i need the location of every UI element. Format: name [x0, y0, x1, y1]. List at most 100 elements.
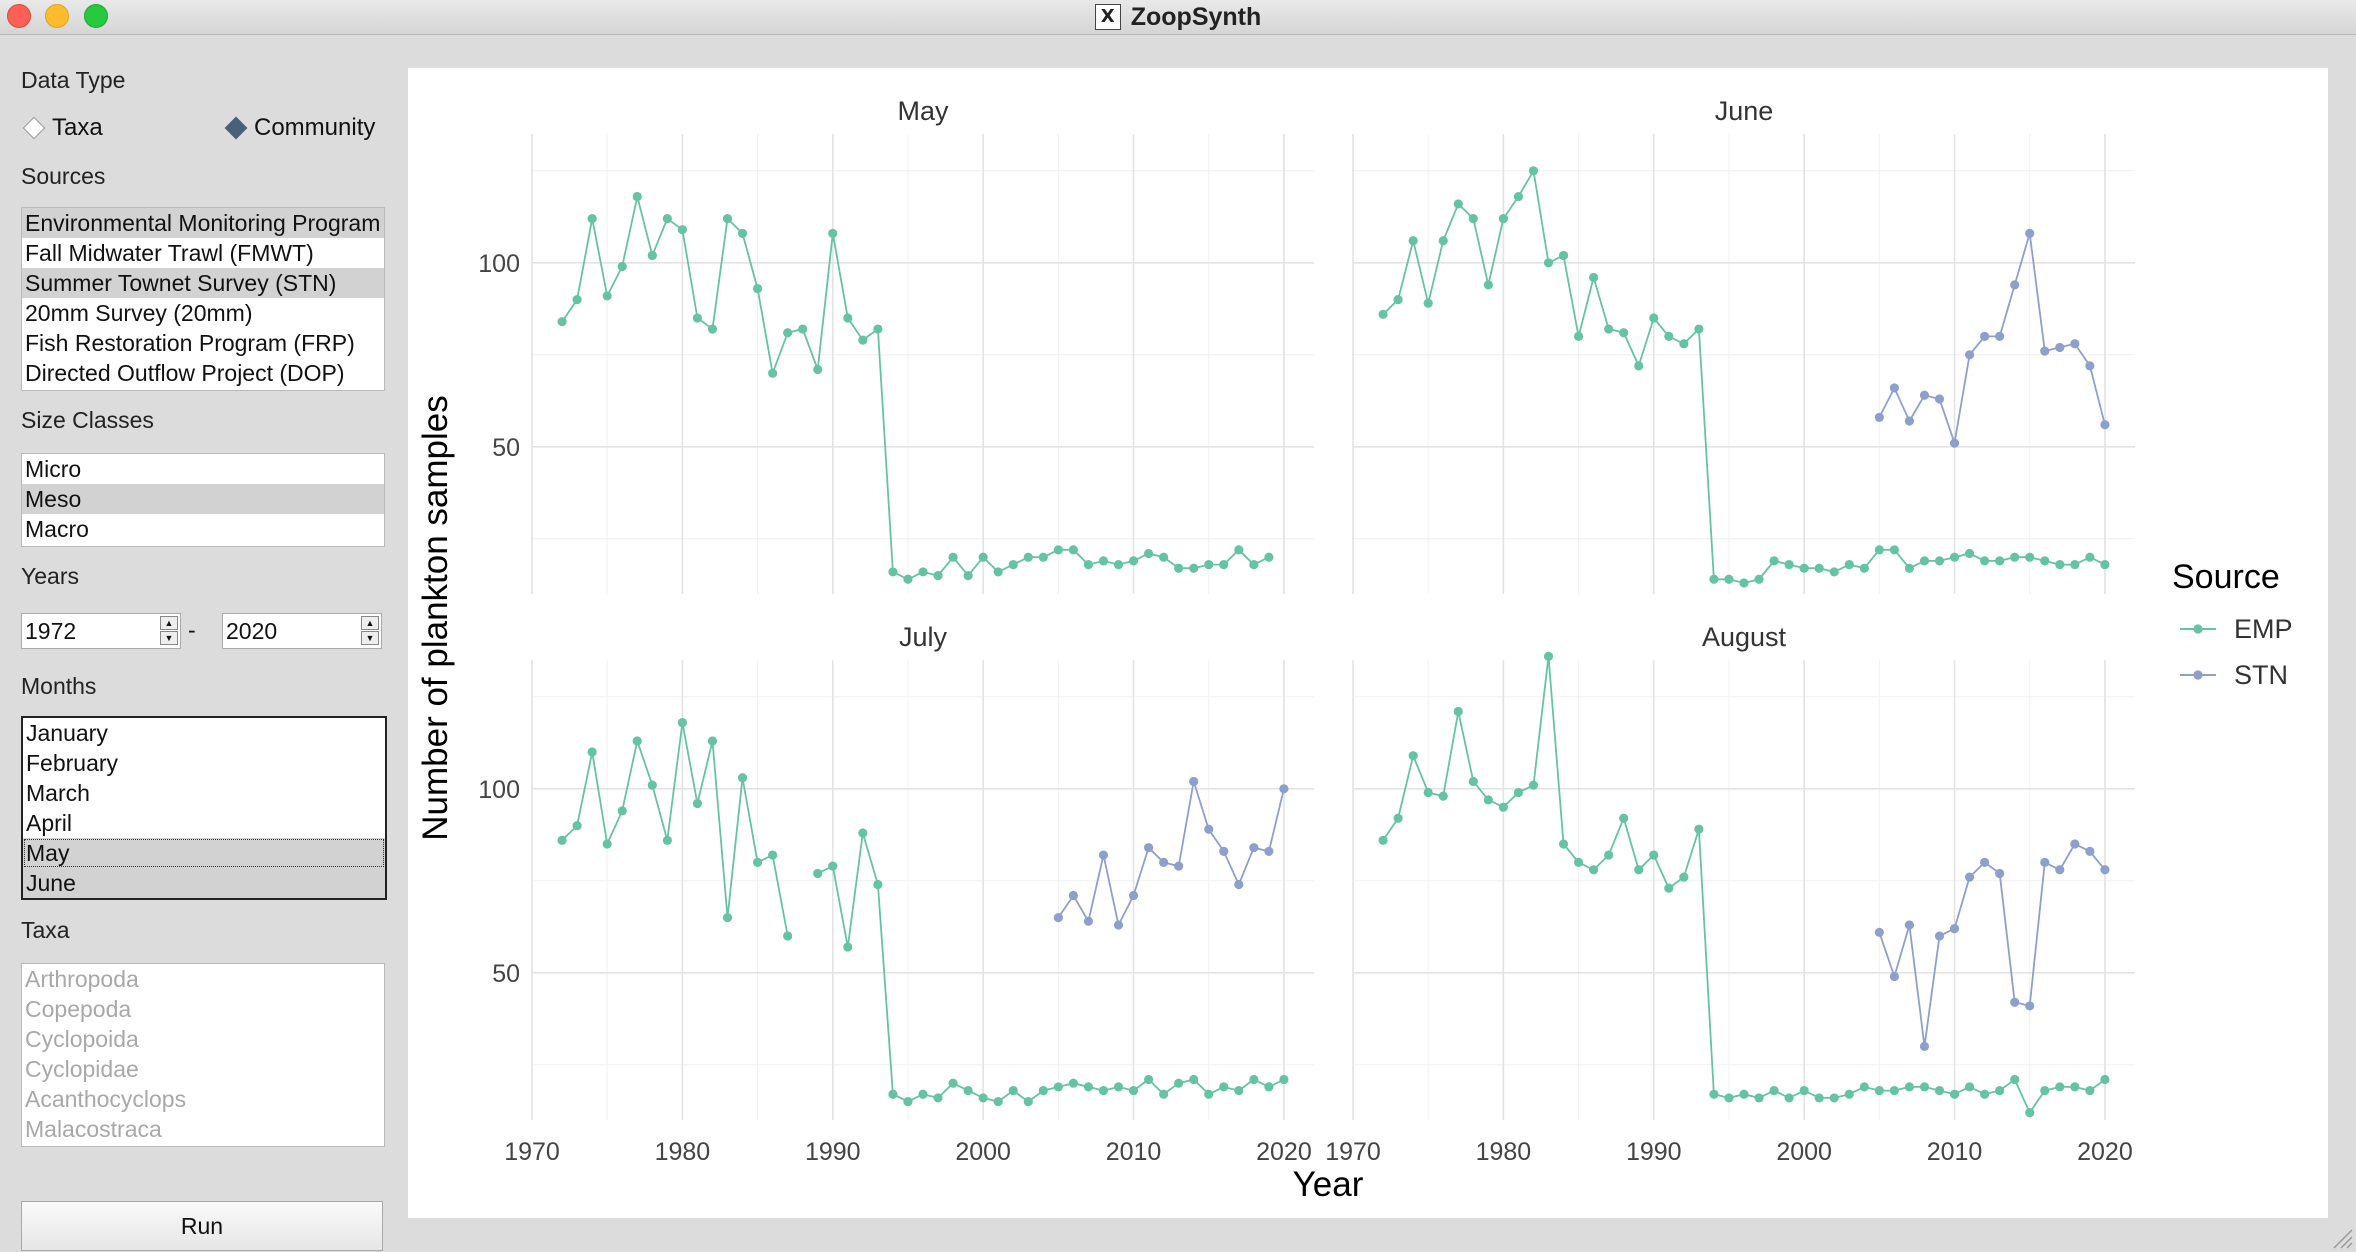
data-point-emp — [933, 1093, 943, 1103]
y-tick-label: 50 — [492, 434, 520, 462]
legend-key-point — [2193, 670, 2203, 680]
data-point-emp — [768, 850, 778, 860]
data-point-emp — [1174, 1078, 1184, 1088]
x-tick-label: 1990 — [805, 1138, 861, 1166]
data-point-emp — [737, 773, 748, 783]
size-class-item[interactable]: Macro — [25, 516, 89, 542]
minimize-window-button[interactable] — [45, 4, 69, 28]
taxa-item: Arthropoda — [25, 966, 139, 992]
window-title-group: X ZoopSynth — [0, 0, 2356, 34]
data-point-stn — [2040, 346, 2050, 356]
radio-taxa[interactable]: Taxa — [22, 114, 103, 142]
data-point-emp — [677, 225, 687, 235]
source-item[interactable]: Summer Townet Survey (STN) — [22, 268, 384, 298]
x-tick-label: 2000 — [1776, 1138, 1832, 1166]
data-point-stn — [2055, 865, 2065, 875]
data-point-emp — [783, 328, 793, 338]
data-point-emp — [1814, 563, 1824, 573]
month-item[interactable]: January — [26, 720, 108, 746]
data-point-emp — [978, 552, 988, 562]
data-point-emp — [1408, 751, 1418, 761]
spin-up-icon[interactable]: ▲ — [160, 616, 178, 630]
x-tick-label: 1970 — [504, 1138, 560, 1166]
x-tick-label: 1990 — [1626, 1138, 1682, 1166]
data-point-stn — [1083, 916, 1094, 926]
data-point-emp — [752, 857, 763, 868]
data-point-emp — [1053, 1082, 1063, 1092]
data-point-emp — [2100, 559, 2110, 570]
data-point-emp — [1829, 1093, 1839, 1103]
data-type-radio-group: Taxa Community — [20, 114, 390, 144]
resize-grip-icon[interactable] — [2330, 1226, 2354, 1250]
size-class-item[interactable]: Meso — [22, 484, 384, 514]
data-point-stn — [1068, 890, 1078, 901]
close-window-button[interactable] — [7, 4, 31, 28]
data-point-emp — [1964, 1082, 1975, 1092]
data-point-stn — [1934, 931, 1945, 941]
year-end-stepper[interactable]: ▲ ▼ — [361, 616, 379, 646]
radio-community[interactable]: Community — [224, 114, 375, 142]
data-point-emp — [1083, 1082, 1094, 1092]
data-point-emp — [1113, 1082, 1124, 1092]
source-item[interactable]: Fish Restoration Program (FRP) — [25, 330, 355, 356]
data-point-emp — [1438, 236, 1448, 246]
spin-down-icon[interactable]: ▼ — [160, 631, 178, 645]
series-line-stn — [1057, 781, 1285, 928]
data-point-stn — [2100, 420, 2110, 430]
data-point-emp — [1859, 563, 1869, 573]
data-point-emp — [1934, 1085, 1945, 1096]
size-classes-list[interactable]: Micro Meso Macro — [21, 453, 385, 547]
data-point-emp — [1023, 552, 1033, 562]
window-title: ZoopSynth — [1130, 2, 1262, 31]
year-start-stepper[interactable]: ▲ ▼ — [160, 616, 178, 646]
data-point-emp — [1279, 1074, 1289, 1085]
data-point-emp — [1189, 563, 1199, 573]
source-item[interactable]: Directed Outflow Project (DOP) — [25, 360, 345, 386]
data-point-emp — [1769, 556, 1779, 566]
maximize-window-button[interactable] — [84, 4, 108, 28]
data-point-emp — [1483, 795, 1493, 805]
data-point-emp — [692, 313, 703, 323]
data-point-emp — [1874, 1085, 1884, 1096]
data-point-stn — [1053, 913, 1063, 923]
source-item[interactable]: Environmental Monitoring Program (EMP) — [22, 208, 384, 238]
month-item[interactable]: June — [23, 868, 385, 898]
data-point-emp — [737, 228, 748, 238]
data-point-emp — [1844, 1089, 1854, 1099]
month-item[interactable]: May — [23, 838, 385, 868]
taxa-list: Arthropoda Copepoda Cyclopoida Cyclopida… — [21, 963, 385, 1147]
data-point-emp — [1694, 824, 1704, 834]
year-start-spinbox[interactable]: 1972 ▲ ▼ — [21, 613, 181, 649]
months-list[interactable]: January February March April May June — [21, 716, 387, 900]
source-item[interactable]: 20mm Survey (20mm) — [25, 300, 253, 326]
year-end-spinbox[interactable]: 2020 ▲ ▼ — [222, 613, 382, 649]
series-line-emp — [561, 196, 1270, 581]
month-item[interactable]: April — [26, 810, 73, 836]
sources-list[interactable]: Environmental Monitoring Program (EMP) F… — [21, 207, 385, 391]
data-point-emp — [1159, 1089, 1169, 1099]
spin-down-icon[interactable]: ▼ — [361, 631, 379, 645]
data-point-emp — [1889, 1085, 1899, 1096]
size-class-item[interactable]: Micro — [25, 456, 82, 482]
x11-icon: X — [1094, 4, 1121, 30]
data-point-emp — [1949, 1089, 1960, 1099]
source-item[interactable]: Fall Midwater Trawl (FMWT) — [25, 240, 314, 266]
run-button[interactable]: Run — [21, 1201, 383, 1251]
data-point-emp — [828, 228, 838, 238]
data-point-emp — [1543, 258, 1554, 268]
data-point-emp — [707, 736, 718, 746]
data-point-emp — [993, 1097, 1003, 1107]
month-item[interactable]: March — [26, 780, 90, 806]
taxa-item: Acanthocyclops — [25, 1086, 187, 1112]
data-point-emp — [1528, 166, 1539, 176]
x-tick-label: 1980 — [655, 1138, 711, 1166]
data-point-emp — [1453, 199, 1463, 209]
month-item[interactable]: February — [26, 750, 119, 776]
data-point-stn — [1159, 857, 1169, 868]
data-point-stn — [2055, 342, 2065, 353]
data-point-stn — [1964, 872, 1975, 882]
data-point-emp — [798, 324, 808, 334]
spin-up-icon[interactable]: ▲ — [361, 616, 379, 630]
data-point-emp — [888, 567, 898, 577]
radio-taxa-label: Taxa — [52, 114, 103, 141]
